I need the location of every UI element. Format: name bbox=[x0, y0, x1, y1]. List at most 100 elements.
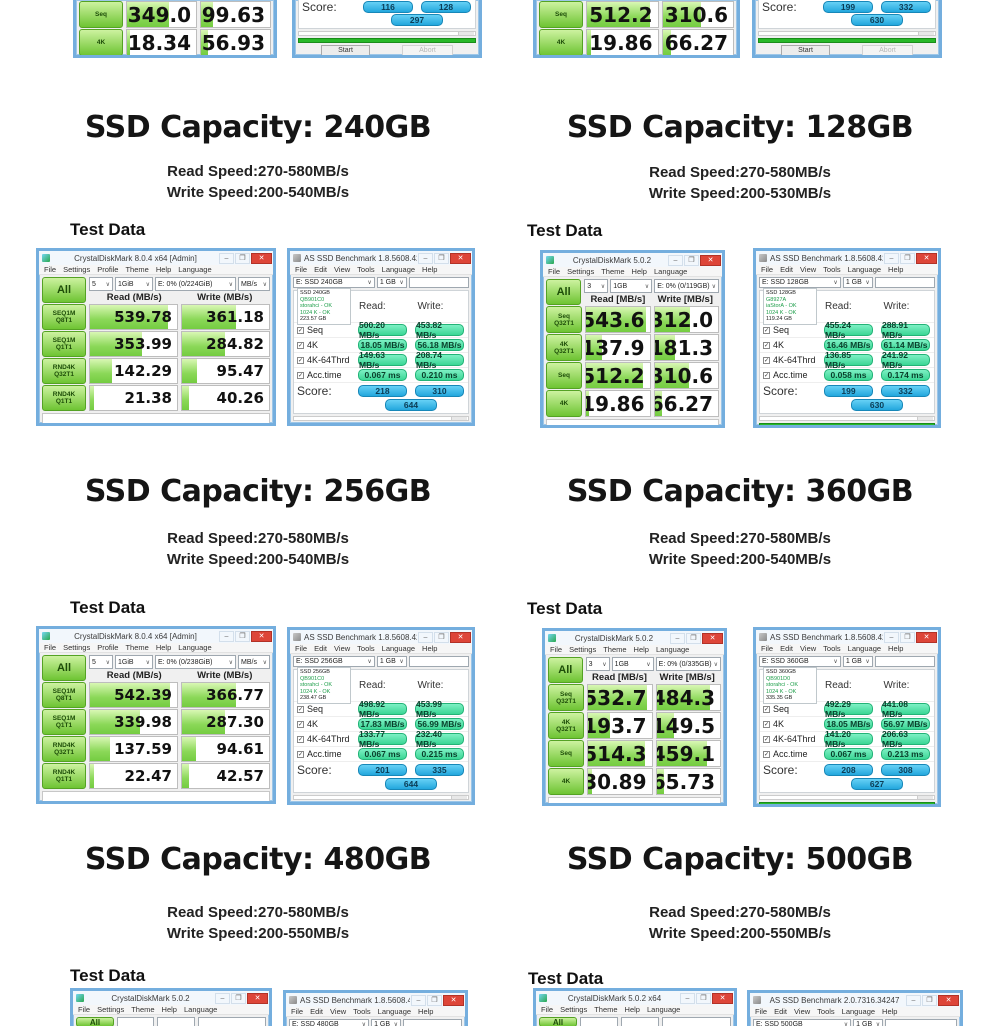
abort-button[interactable]: Abort bbox=[862, 45, 913, 55]
test-count-select[interactable] bbox=[117, 1017, 155, 1026]
menu-language[interactable]: Language bbox=[178, 265, 212, 274]
menu-theme[interactable]: Theme bbox=[125, 643, 149, 652]
test-size-select[interactable]: 1GiB ∨ bbox=[115, 277, 153, 291]
menu-view[interactable]: View bbox=[334, 644, 351, 653]
menu-edit[interactable]: Edit bbox=[310, 1007, 324, 1016]
maximize-icon[interactable]: ❐ bbox=[434, 252, 449, 264]
close-icon[interactable]: ✕ bbox=[251, 252, 272, 264]
test-4k-q32t1-button[interactable]: 4K Q32T1 bbox=[548, 712, 584, 739]
close-icon[interactable]: ✕ bbox=[700, 254, 721, 266]
test-seq1m-q1t1-button[interactable]: SEQ1M Q1T1 bbox=[42, 331, 86, 357]
test-seq-button[interactable]: Seq bbox=[548, 740, 584, 767]
start-button[interactable]: Start bbox=[321, 45, 370, 55]
drive-select[interactable]: E: SSD 480GB ∨ bbox=[289, 1019, 370, 1026]
menu-edit[interactable]: Edit bbox=[780, 644, 794, 653]
menu-tools[interactable]: Tools bbox=[357, 265, 375, 274]
minimize-icon[interactable]: – bbox=[418, 252, 433, 264]
checkbox-icon[interactable]: ✓ bbox=[297, 326, 304, 334]
test-rnd4k-q1t1-button[interactable]: RND4K Q1T1 bbox=[42, 385, 86, 411]
minimize-icon[interactable]: – bbox=[680, 992, 695, 1004]
checkbox-icon[interactable]: ✓ bbox=[763, 705, 770, 713]
menu-language[interactable]: Language bbox=[646, 1005, 681, 1014]
maximize-icon[interactable]: ❐ bbox=[235, 630, 250, 642]
close-icon[interactable]: ✕ bbox=[712, 992, 733, 1004]
menu-file[interactable]: File bbox=[761, 644, 774, 653]
minimize-icon[interactable]: – bbox=[215, 992, 230, 1004]
menu-settings[interactable]: Settings bbox=[560, 1005, 588, 1014]
minimize-icon[interactable]: – bbox=[884, 252, 899, 264]
text-box[interactable] bbox=[874, 656, 935, 667]
checkbox-icon[interactable]: ✓ bbox=[763, 341, 770, 349]
menu-profile[interactable]: Profile bbox=[97, 265, 119, 274]
menu-help[interactable]: Help bbox=[418, 1007, 434, 1016]
menu-file[interactable]: File bbox=[548, 267, 561, 276]
test-size-select[interactable]: 1GiB ∨ bbox=[115, 655, 153, 669]
menu-view[interactable]: View bbox=[334, 265, 351, 274]
maximize-icon[interactable]: ❐ bbox=[434, 631, 449, 643]
test-size-select[interactable] bbox=[157, 1017, 195, 1026]
checkbox-icon[interactable]: ✓ bbox=[297, 720, 304, 728]
menu-theme[interactable]: Theme bbox=[594, 1005, 618, 1014]
maximize-icon[interactable]: ❐ bbox=[696, 992, 711, 1004]
text-box[interactable] bbox=[408, 656, 469, 667]
menu-language[interactable]: Language bbox=[653, 267, 688, 276]
size-select[interactable]: 1 GB ∨ bbox=[842, 277, 873, 288]
all-test-button[interactable]: All bbox=[42, 655, 86, 681]
menu-edit[interactable]: Edit bbox=[314, 265, 328, 274]
checkbox-icon[interactable]: ✓ bbox=[297, 750, 304, 758]
menu-theme[interactable]: Theme bbox=[131, 1005, 155, 1014]
size-select[interactable]: 1 GB ∨ bbox=[376, 277, 407, 288]
test-rnd4k-q1t1-button[interactable]: RND4K Q1T1 bbox=[42, 763, 86, 789]
menu-edit[interactable]: Edit bbox=[780, 265, 794, 274]
all-test-button[interactable]: All bbox=[539, 1017, 577, 1026]
close-icon[interactable]: ✕ bbox=[450, 252, 471, 264]
drive-select[interactable]: E: SSD 360GB ∨ bbox=[759, 656, 841, 667]
all-test-button[interactable]: All bbox=[42, 277, 86, 303]
menu-language[interactable]: Language bbox=[381, 265, 416, 274]
size-select[interactable]: 1 GB ∨ bbox=[376, 656, 407, 667]
menu-language[interactable]: Language bbox=[847, 644, 882, 653]
checkbox-icon[interactable]: ✓ bbox=[297, 705, 304, 713]
minimize-icon[interactable]: – bbox=[884, 631, 899, 643]
test-count-select[interactable]: 3 ∨ bbox=[585, 657, 610, 671]
test-rnd4k-q32t1-button[interactable]: RND4K Q32T1 bbox=[42, 736, 86, 762]
menu-language[interactable]: Language bbox=[377, 1007, 412, 1016]
size-select[interactable]: 1 GB ∨ bbox=[853, 1019, 884, 1026]
menu-settings[interactable]: Settings bbox=[569, 645, 597, 654]
drive-select[interactable]: E: SSD 256GB ∨ bbox=[293, 656, 375, 667]
minimize-icon[interactable]: – bbox=[906, 994, 921, 1006]
test-seq-button[interactable]: Seq bbox=[546, 362, 582, 389]
size-select[interactable]: 1 GB ∨ bbox=[842, 656, 873, 667]
test-4k-button[interactable]: 4K bbox=[548, 768, 584, 795]
menu-view[interactable]: View bbox=[330, 1007, 347, 1016]
checkbox-icon[interactable]: ✓ bbox=[763, 326, 770, 334]
menu-help[interactable]: Help bbox=[888, 644, 904, 653]
minimize-icon[interactable]: – bbox=[418, 631, 433, 643]
menu-view[interactable]: View bbox=[800, 644, 817, 653]
test-seq-q32t1-button[interactable]: Seq Q32T1 bbox=[546, 306, 582, 333]
menu-settings[interactable]: Settings bbox=[567, 267, 595, 276]
checkbox-icon[interactable]: ✓ bbox=[763, 356, 770, 364]
drive-select[interactable]: E: SSD 240GB ∨ bbox=[293, 277, 375, 288]
maximize-icon[interactable]: ❐ bbox=[900, 631, 915, 643]
menu-file[interactable]: File bbox=[761, 265, 774, 274]
menu-theme[interactable]: Theme bbox=[601, 267, 625, 276]
menu-help[interactable]: Help bbox=[633, 645, 649, 654]
menu-language[interactable]: Language bbox=[381, 644, 416, 653]
menu-help[interactable]: Help bbox=[624, 1005, 640, 1014]
text-box[interactable] bbox=[885, 1019, 957, 1026]
all-test-button[interactable]: All bbox=[546, 279, 582, 305]
menu-settings[interactable]: Settings bbox=[97, 1005, 125, 1014]
close-icon[interactable]: ✕ bbox=[916, 631, 937, 643]
drive-select[interactable]: E: SSD 500GB ∨ bbox=[753, 1019, 852, 1026]
menu-help[interactable]: Help bbox=[882, 1007, 898, 1016]
test-count-select[interactable]: 5 ∨ bbox=[89, 277, 113, 291]
test-seq-button[interactable]: Seq bbox=[539, 1, 583, 28]
menu-help[interactable]: Help bbox=[155, 265, 172, 274]
menu-file[interactable]: File bbox=[550, 645, 563, 654]
menu-language[interactable]: Language bbox=[655, 645, 690, 654]
test-size-select[interactable] bbox=[620, 1017, 659, 1026]
test-4k-q32t1-button[interactable]: 4K Q32T1 bbox=[546, 334, 582, 361]
start-button[interactable]: Start bbox=[781, 45, 830, 55]
minimize-icon[interactable]: – bbox=[668, 254, 683, 266]
